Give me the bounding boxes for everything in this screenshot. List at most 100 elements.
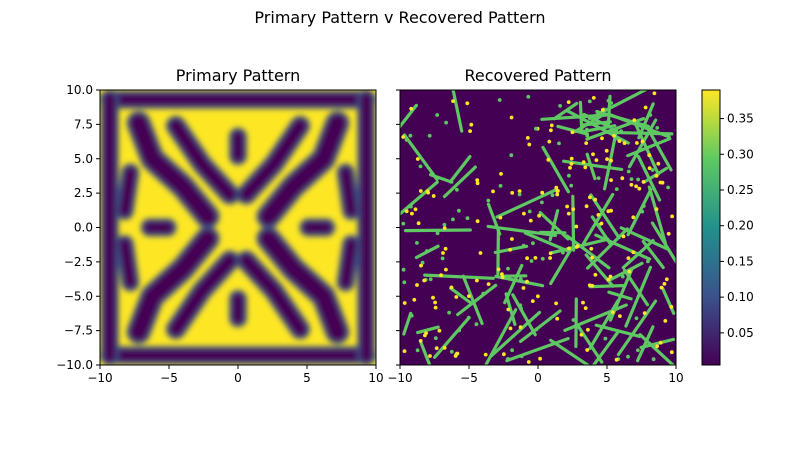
stripe-segment: [582, 112, 613, 130]
spot: [401, 221, 406, 226]
valley-arc-a3: [129, 229, 217, 341]
stripe-segment: [518, 309, 562, 343]
spot: [410, 211, 414, 216]
stripe-segment: [622, 268, 650, 307]
stripe-segment: [624, 265, 653, 328]
spot: [522, 211, 526, 216]
spot: [637, 186, 642, 191]
spot: [409, 106, 414, 111]
spot: [415, 157, 420, 161]
stripe-segment: [585, 152, 597, 181]
spot: [422, 278, 427, 283]
spot: [478, 251, 483, 255]
spot: [600, 136, 604, 141]
spot: [402, 349, 407, 353]
axis-ticks: −10 −5 0 5 10 −10.0 −7.5 −5.0 −2.5 0.0 2.5 5.0 7.5 10…: [56, 83, 683, 385]
spot: [531, 241, 535, 246]
spot: [537, 213, 541, 218]
spot: [418, 339, 423, 343]
spot: [475, 178, 480, 183]
spot: [500, 272, 504, 277]
spot: [502, 352, 506, 357]
spot: [647, 153, 652, 158]
spot: [554, 301, 558, 306]
spot: [455, 351, 460, 356]
spot: [435, 231, 440, 236]
stripe-segment: [429, 173, 454, 184]
spot: [527, 209, 532, 214]
spot: [497, 98, 502, 102]
spot: [585, 133, 590, 138]
colorbar-tick-label: 0.20: [727, 219, 754, 233]
stripe-segment: [402, 311, 413, 336]
spot: [418, 164, 423, 169]
stripe-segment: [650, 221, 676, 265]
spot: [401, 267, 406, 272]
spot: [525, 256, 529, 261]
spot: [409, 204, 413, 209]
spot: [402, 301, 407, 305]
spot: [606, 277, 611, 282]
spot: [419, 263, 423, 268]
spot: [585, 127, 589, 132]
colorbar-tick-label: 0.10: [727, 290, 754, 304]
spot: [529, 259, 534, 263]
spot: [669, 305, 674, 309]
spot: [439, 273, 443, 278]
spot: [634, 316, 639, 321]
spot: [474, 322, 479, 327]
spot: [629, 182, 634, 187]
spot: [550, 193, 555, 198]
spot: [642, 311, 647, 315]
spot: [483, 352, 488, 357]
spot: [554, 185, 559, 190]
spot: [646, 259, 650, 264]
spot: [631, 215, 636, 220]
stripe-segment: [403, 228, 472, 233]
x-tick-label: 0: [534, 371, 542, 385]
stripe-segment: [576, 324, 604, 364]
spot: [549, 128, 553, 133]
spot: [469, 122, 474, 127]
spot: [555, 192, 560, 197]
spot: [626, 169, 631, 174]
spot: [606, 209, 611, 214]
spot: [618, 314, 622, 318]
x-tick-label: −5: [460, 371, 478, 385]
x-tick-label: 5: [603, 371, 611, 385]
spot: [566, 100, 571, 104]
spot: [650, 168, 655, 172]
stripe-segment: [486, 224, 558, 237]
spot: [433, 300, 437, 305]
stripe-segment: [647, 185, 667, 245]
spot: [433, 305, 438, 310]
spot: [596, 213, 601, 217]
stripe-segment: [402, 133, 439, 181]
stripe-segment: [541, 145, 571, 194]
spot: [587, 99, 592, 104]
valley-arc-a2: [259, 229, 347, 341]
colorbar-gradient: [702, 90, 720, 365]
stripe-segment: [635, 325, 655, 363]
spot: [652, 91, 657, 96]
stripe-segment: [511, 293, 537, 337]
stripe-segment: [585, 227, 629, 270]
spot: [498, 184, 503, 188]
spot: [606, 98, 611, 103]
spot: [588, 195, 592, 200]
stripe-segment: [523, 231, 572, 254]
spot: [655, 126, 660, 130]
stripe-segment: [602, 126, 619, 191]
spot: [465, 101, 470, 106]
y-tick-label: 5.0: [74, 152, 93, 166]
spot: [486, 282, 491, 286]
spot: [643, 105, 648, 110]
spot: [404, 138, 409, 142]
spot: [510, 348, 514, 353]
valley-arc-a0: [259, 114, 347, 226]
spot: [659, 285, 664, 290]
spot: [622, 141, 627, 146]
spot: [641, 180, 646, 184]
colorbar: 0.05 0.10 0.15 0.20 0.25 0.30 0.35: [701, 89, 754, 366]
